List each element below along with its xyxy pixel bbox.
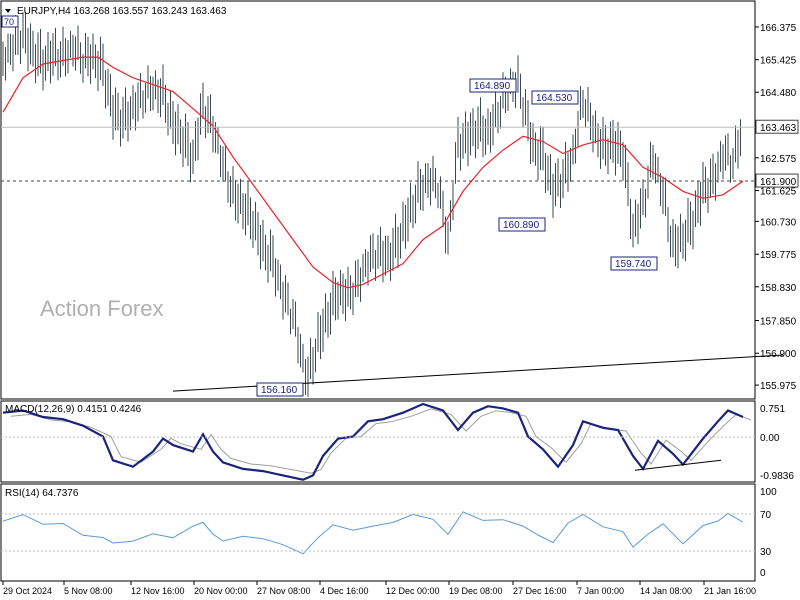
annotation-159740: 159.740 xyxy=(610,256,658,271)
corner-tag: 70 xyxy=(4,17,14,27)
x-tick-label: 14 Jan 08:00 xyxy=(640,586,692,596)
x-tick-label: 21 Jan 16:00 xyxy=(704,586,756,596)
watermark: Action Forex xyxy=(40,296,164,321)
macd-tick-top: 0.751 xyxy=(760,404,785,415)
rsi-line xyxy=(2,511,744,555)
price-tick-label: 155.975 xyxy=(760,381,797,392)
last-price-label: 163.463 xyxy=(760,123,797,134)
annotation-label: 160.890 xyxy=(503,220,540,231)
corner-tag-box xyxy=(1,15,19,28)
x-axis: 29 Oct 2024 5 Nov 08:00 12 Nov 16:00 20 Nov… xyxy=(2,581,756,596)
rsi-series xyxy=(2,511,744,555)
price-tick-label: 166.375 xyxy=(760,23,797,34)
symbol-header: EURJPY,H4 163.268 163.557 163.243 163.46… xyxy=(17,6,227,17)
rsi-title: RSI(14) 64.7376 xyxy=(5,488,79,499)
annotation-164530: 164.530 xyxy=(531,90,579,105)
rsi-tick-100: 100 xyxy=(760,487,777,498)
x-tick-label: 12 Nov 16:00 xyxy=(131,586,185,596)
x-tick-label: 20 Nov 00:00 xyxy=(194,586,248,596)
x-tick-label: 27 Nov 08:00 xyxy=(257,586,311,596)
x-tick-label: 19 Dec 08:00 xyxy=(449,586,503,596)
x-tick-label: 27 Dec 16:00 xyxy=(513,586,567,596)
annotation-label: 164.890 xyxy=(474,81,511,92)
macd-panel xyxy=(0,400,756,483)
sma-line xyxy=(2,56,744,289)
price-tick-label: 160.730 xyxy=(760,217,797,228)
x-tick-label: 12 Dec 00:00 xyxy=(386,586,440,596)
price-y-axis: 166.375165.425164.480163.525162.575161.6… xyxy=(755,23,797,392)
rsi-panel xyxy=(0,483,756,582)
sma-path xyxy=(2,56,744,289)
price-tick-label: 164.480 xyxy=(760,88,797,99)
macd-tick-zero: 0.00 xyxy=(760,433,780,444)
annotation-label: 159.740 xyxy=(615,259,652,270)
annotation-label: 156.160 xyxy=(261,385,298,396)
annotation-164890: 164.890 xyxy=(469,78,517,93)
price-tick-label: 158.830 xyxy=(760,283,797,294)
price-series xyxy=(2,11,741,397)
last-price-box xyxy=(755,119,799,134)
price-tick-label: 165.425 xyxy=(760,56,797,67)
annotation-156160: 156.160 xyxy=(256,382,304,397)
price-tick-label: 159.775 xyxy=(760,250,797,261)
price-panel xyxy=(0,0,756,400)
annotation-160890: 160.890 xyxy=(498,217,546,232)
macd-series xyxy=(2,402,752,481)
hline-price-label: 161.900 xyxy=(760,177,797,188)
hline-price-box xyxy=(755,173,799,188)
x-tick-label: 7 Jan 00:00 xyxy=(577,586,624,596)
price-tick-label: 161.625 xyxy=(760,187,797,198)
macd-trend-line xyxy=(634,459,722,471)
price-tick-label: 157.850 xyxy=(760,317,797,328)
macd-line xyxy=(2,402,744,481)
macd-tick-bottom: -0.9836 xyxy=(760,471,794,482)
x-tick-label: 4 Dec 16:00 xyxy=(320,586,369,596)
macd-signal-line xyxy=(10,408,752,474)
price-tick-label: 162.575 xyxy=(760,154,797,165)
rsi-tick-0: 0 xyxy=(760,568,766,579)
x-tick-label: 5 Nov 08:00 xyxy=(64,586,113,596)
dropdown-triangle-icon[interactable] xyxy=(5,9,11,13)
x-tick-label: 29 Oct 2024 xyxy=(3,586,52,596)
macd-title: MACD(12,26,9) 0.4151 0.4246 xyxy=(5,404,142,415)
rsi-tick-70: 70 xyxy=(760,510,772,521)
rsi-tick-30: 30 xyxy=(760,547,772,558)
annotation-label: 164.530 xyxy=(536,93,573,104)
